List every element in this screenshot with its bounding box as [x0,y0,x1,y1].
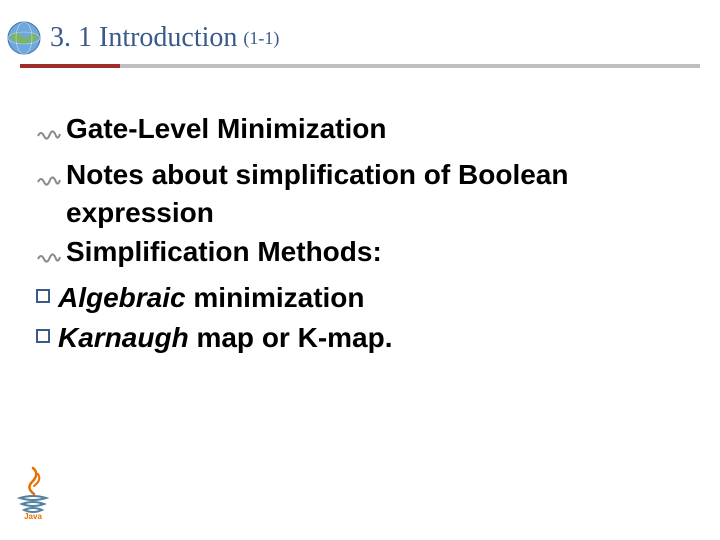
title-divider [20,64,700,68]
bullet-square-icon [36,329,50,343]
divider-rest [120,64,700,68]
list-item: Simplification Methods: [36,233,684,277]
divider-accent [20,64,120,68]
svg-text:Java: Java [24,512,42,520]
sub-list-item: Algebraic minimization [36,279,684,317]
bullet-scribble-icon [36,116,62,154]
slide-title: 3. 1 Introduction [50,22,237,54]
bullet-square-icon [36,289,50,303]
content-area: Gate-Level Minimization Notes about simp… [36,110,684,359]
list-item-text: Simplification Methods: [66,233,684,271]
list-item: Gate-Level Minimization [36,110,684,154]
java-logo-icon: Java [12,464,54,520]
bullet-scribble-icon [36,162,62,200]
globe-icon [4,18,44,58]
list-item-text: Gate-Level Minimization [66,110,684,148]
bullet-scribble-icon [36,239,62,277]
sub-list-item: Karnaugh map or K-map. [36,319,684,357]
slide-title-sub: (1-1) [243,28,279,49]
sub-list-item-text: Karnaugh map or K-map. [58,319,684,357]
title-row: 3. 1 Introduction (1-1) [0,18,279,58]
sub-list-item-text: Algebraic minimization [58,279,684,317]
list-item-text: Notes about simplification of Boolean ex… [66,156,684,232]
list-item: Notes about simplification of Boolean ex… [36,156,684,232]
